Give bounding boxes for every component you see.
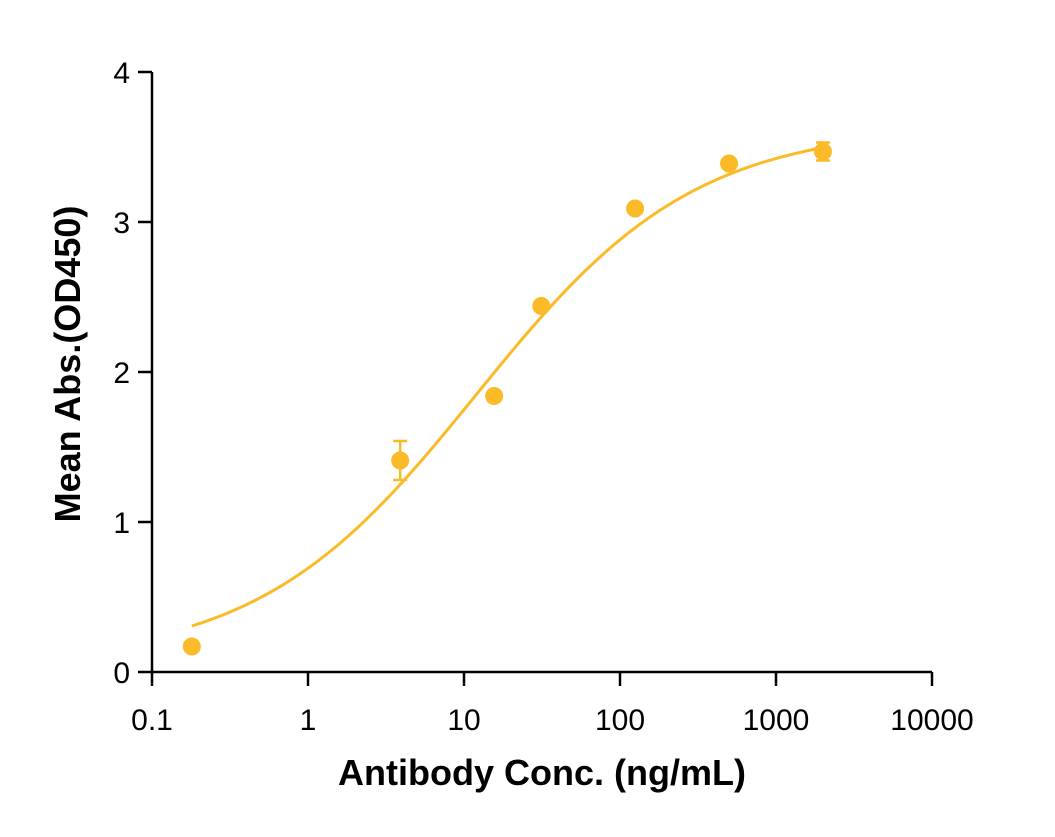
y-axis-ticks: 0 1 2 3 4 xyxy=(113,57,152,690)
y-axis-title: Mean Abs.(OD450) xyxy=(47,206,88,523)
x-tick-label: 100 xyxy=(595,704,645,737)
x-tick-label: 1 xyxy=(300,704,317,737)
x-tick-label: 0.1 xyxy=(131,704,173,737)
plot-area xyxy=(182,141,832,656)
y-tick-label: 3 xyxy=(113,207,130,240)
y-tick-label: 2 xyxy=(113,357,130,390)
data-point xyxy=(813,142,832,161)
fit-curve xyxy=(191,146,824,628)
x-tick-label: 10 xyxy=(447,704,480,737)
data-point xyxy=(485,387,504,405)
y-tick-label: 1 xyxy=(113,507,130,540)
data-point xyxy=(182,637,201,656)
y-tick-label: 0 xyxy=(113,657,130,690)
data-point xyxy=(391,451,410,470)
x-axis-ticks: 0.1 1 10 100 1000 10000 xyxy=(131,672,974,737)
data-point xyxy=(626,199,645,218)
x-tick-label: 10000 xyxy=(890,704,973,737)
x-axis-title: Antibody Conc. (ng/mL) xyxy=(338,752,746,793)
data-point xyxy=(720,154,739,173)
data-point xyxy=(532,297,551,315)
x-tick-label: 1000 xyxy=(743,704,810,737)
y-tick-label: 4 xyxy=(113,57,130,90)
